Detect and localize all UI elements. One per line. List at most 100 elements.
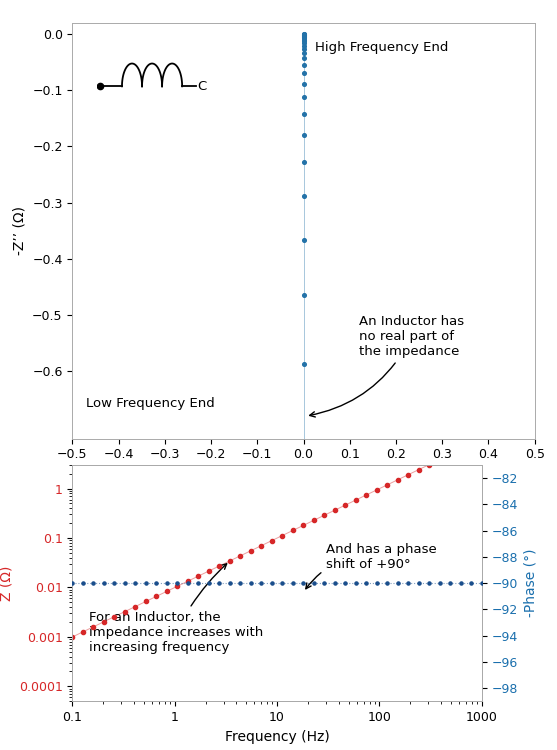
Point: [299, 520, 308, 532]
Point: [373, 484, 382, 496]
Point: [68, 631, 77, 643]
Point: [100, 616, 109, 628]
Point: [215, 578, 224, 590]
Point: [246, 544, 255, 556]
Point: [446, 578, 455, 590]
Point: [183, 575, 192, 587]
Point: [299, 38, 308, 50]
Point: [236, 578, 245, 590]
Text: An Inductor has
no real part of
the impedance: An Inductor has no real part of the impe…: [310, 315, 464, 417]
Point: [362, 489, 371, 501]
Point: [456, 578, 465, 590]
Point: [120, 605, 129, 617]
Point: [456, 443, 465, 455]
Point: [194, 570, 203, 582]
Point: [257, 540, 266, 552]
Point: [299, 578, 308, 590]
Text: And has a phase
shift of +90°: And has a phase shift of +90°: [306, 542, 437, 589]
Point: [299, 234, 308, 246]
Y-axis label: Z (Ω): Z (Ω): [0, 566, 13, 601]
Point: [110, 578, 119, 590]
Y-axis label: -Phase (°): -Phase (°): [524, 549, 538, 617]
Point: [79, 578, 87, 590]
Point: [204, 565, 213, 577]
Point: [226, 578, 234, 590]
Point: [299, 34, 308, 46]
Point: [152, 590, 161, 602]
Point: [173, 580, 182, 592]
X-axis label: Frequency (Hz): Frequency (Hz): [224, 730, 330, 743]
Point: [477, 433, 486, 445]
Point: [446, 448, 455, 460]
Point: [299, 29, 308, 41]
Point: [89, 578, 98, 590]
Text: C: C: [198, 80, 207, 93]
Point: [309, 514, 318, 526]
Point: [278, 578, 287, 590]
Point: [299, 47, 308, 59]
Point: [309, 578, 318, 590]
Point: [383, 578, 392, 590]
Point: [467, 438, 476, 450]
Point: [173, 578, 182, 590]
Point: [299, 91, 308, 103]
Text: High Frequency End: High Frequency End: [315, 40, 448, 53]
Point: [100, 578, 109, 590]
Point: [299, 358, 308, 370]
Point: [330, 504, 339, 516]
Point: [299, 59, 308, 71]
Point: [278, 530, 287, 542]
Point: [163, 578, 172, 590]
Point: [362, 578, 371, 590]
Point: [299, 446, 308, 458]
Point: [425, 458, 434, 470]
Point: [425, 578, 434, 590]
Point: [299, 40, 308, 52]
Point: [120, 578, 129, 590]
Point: [414, 578, 423, 590]
Point: [194, 578, 203, 590]
Point: [299, 108, 308, 120]
Y-axis label: -Z’’ (Ω): -Z’’ (Ω): [13, 206, 27, 255]
Point: [226, 555, 234, 567]
Point: [299, 698, 308, 710]
Point: [393, 474, 402, 486]
Point: [299, 129, 308, 141]
Point: [299, 35, 308, 47]
Point: [299, 30, 308, 42]
Point: [89, 621, 98, 633]
Point: [68, 578, 77, 590]
Point: [299, 31, 308, 43]
Point: [320, 509, 329, 521]
Point: [141, 596, 150, 608]
Point: [414, 464, 423, 476]
Point: [299, 53, 308, 64]
Point: [204, 578, 213, 590]
Point: [267, 578, 276, 590]
Point: [320, 578, 329, 590]
Point: [183, 578, 192, 590]
Point: [246, 578, 255, 590]
Point: [404, 469, 413, 481]
Point: [289, 578, 297, 590]
Point: [215, 560, 224, 572]
Point: [299, 28, 308, 40]
Point: [299, 190, 308, 202]
Point: [299, 68, 308, 80]
Point: [383, 478, 392, 490]
Text: For an Inductor, the
impedance increases with
increasing frequency: For an Inductor, the impedance increases…: [89, 564, 263, 654]
Point: [351, 578, 360, 590]
Point: [299, 28, 308, 40]
Point: [299, 43, 308, 55]
Point: [299, 78, 308, 90]
Point: [152, 578, 161, 590]
Point: [163, 585, 172, 597]
Point: [404, 578, 413, 590]
Point: [341, 499, 350, 511]
Text: Low Frequency End: Low Frequency End: [86, 397, 215, 410]
X-axis label: Z’ (Ω): Z’ (Ω): [284, 467, 324, 481]
Point: [477, 578, 486, 590]
Point: [299, 289, 308, 301]
Point: [267, 535, 276, 547]
Point: [299, 32, 308, 44]
